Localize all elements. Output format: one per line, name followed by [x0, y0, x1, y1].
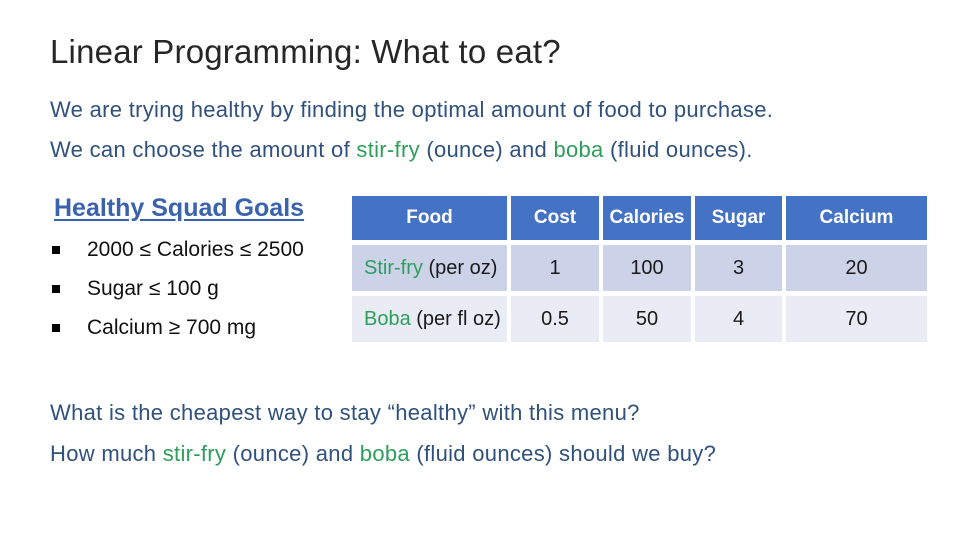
slide-title: Linear Programming: What to eat? — [50, 33, 561, 70]
question-line-2-text: How much — [50, 441, 163, 466]
goal-item: 2000 ≤ Calories ≤ 2500 — [38, 238, 350, 262]
bullet-square-icon — [52, 285, 60, 293]
goal-text-sugar: Sugar ≤ 100 g — [87, 277, 219, 300]
stirfry-highlight: stir-fry — [162, 441, 227, 466]
table-header-calories: Calories — [603, 196, 691, 240]
intro-line-2-text: We can choose the amount of — [50, 137, 357, 162]
table-cell-calcium: 20 — [786, 245, 927, 291]
bullet-square-icon — [52, 246, 60, 254]
goal-text-calcium: Calcium ≥ 700 mg — [87, 316, 257, 339]
boba-highlight: Boba — [364, 307, 411, 330]
question-paragraph: What is the cheapest way to stay “health… — [50, 392, 716, 474]
stirfry-highlight: Stir-fry — [364, 256, 423, 279]
table-header-food: Food — [352, 196, 507, 240]
table-header-calcium: Calcium — [786, 196, 927, 240]
table-cell-food: Stir-fry (per oz) — [352, 245, 507, 291]
table-cell-calcium: 70 — [786, 296, 927, 342]
table-cell-food: Boba (per fl oz) — [352, 296, 507, 342]
table-cell-sugar: 3 — [695, 245, 782, 291]
question-line-2-text: (ounce) and — [226, 441, 360, 466]
question-line-2-text: (fluid ounces) should we buy? — [409, 441, 717, 466]
intro-paragraph: We are trying healthy by finding the opt… — [50, 90, 773, 170]
question-line-2: How much stir-fry (ounce) and boba (flui… — [50, 433, 716, 474]
food-unit-note: (per fl oz) — [410, 307, 501, 330]
question-line-1: What is the cheapest way to stay “health… — [50, 400, 640, 425]
goal-item: Calcium ≥ 700 mg — [38, 316, 350, 340]
table-cell-cost: 0.5 — [511, 296, 599, 342]
food-unit-note: (per oz) — [422, 256, 498, 279]
table-header-sugar: Sugar — [695, 196, 782, 240]
table-cell-calories: 50 — [603, 296, 691, 342]
intro-line-1: We are trying healthy by finding the opt… — [50, 97, 774, 122]
table-cell-calories: 100 — [603, 245, 691, 291]
goal-text-calories: 2000 ≤ Calories ≤ 2500 — [87, 238, 304, 261]
healthy-squad-goals-block: Healthy Squad Goals 2000 ≤ Calories ≤ 25… — [38, 194, 350, 340]
table-header-cost: Cost — [511, 196, 599, 240]
table-cell-sugar: 4 — [695, 296, 782, 342]
stirfry-highlight: stir-fry — [356, 137, 420, 162]
intro-line-2-text: (ounce) and — [419, 137, 554, 162]
table-cell-cost: 1 — [511, 245, 599, 291]
boba-highlight: boba — [553, 137, 604, 162]
bullet-square-icon — [52, 324, 60, 332]
intro-line-2: We can choose the amount of stir-fry (ou… — [50, 130, 773, 170]
nutrition-table: Food Cost Calories Sugar Calcium Stir-fr… — [352, 196, 927, 342]
boba-highlight: boba — [359, 441, 410, 466]
goals-heading: Healthy Squad Goals — [54, 194, 305, 222]
goal-item: Sugar ≤ 100 g — [38, 277, 350, 301]
intro-line-2-text: (fluid ounces). — [603, 137, 753, 162]
